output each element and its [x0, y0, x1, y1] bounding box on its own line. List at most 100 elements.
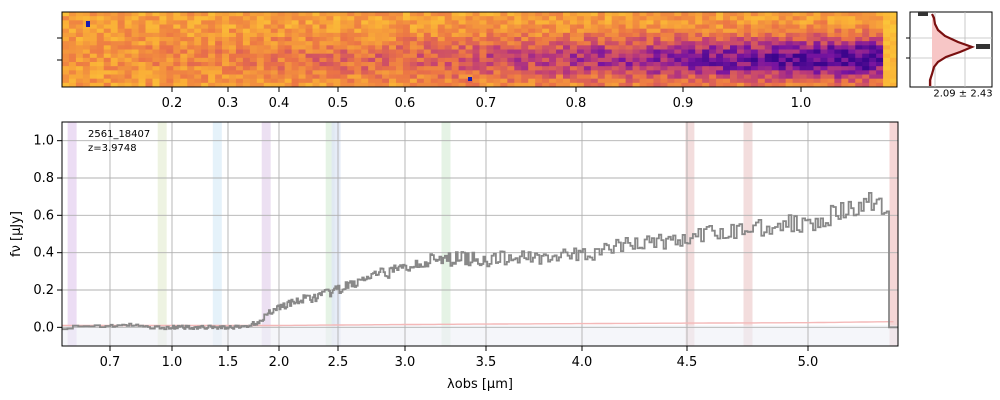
heatmap-cell [423, 57, 432, 63]
heatmap-cell [848, 24, 856, 30]
heatmap-cell [270, 57, 279, 63]
heatmap-cell [319, 62, 327, 67]
heatmap-cell [291, 82, 299, 88]
heatmap-cell [514, 24, 522, 30]
heatmap-cell [145, 24, 153, 30]
heatmap-cell [778, 16, 787, 21]
heatmap-cell [862, 66, 870, 71]
heatmap-cell [681, 53, 689, 59]
heatmap-cell [709, 45, 717, 50]
heatmap-cell [597, 12, 606, 17]
heatmap-cell [235, 37, 244, 42]
heatmap-cell [521, 24, 529, 30]
heatmap-cell [583, 32, 592, 38]
heatmap-cell [416, 66, 425, 71]
heatmap-cell [256, 12, 265, 17]
heatmap-cell [96, 57, 105, 63]
heatmap-cell [62, 57, 70, 63]
heatmap-cell [444, 70, 453, 75]
heatmap-cell [249, 66, 258, 71]
spectrum-1d-frame [61, 121, 899, 347]
heatmap-cell [277, 32, 286, 38]
heatmap-cell [771, 49, 780, 55]
heatmap-cell [291, 45, 299, 50]
heatmap-cell [375, 82, 383, 88]
heatmap-cell [890, 12, 898, 17]
heatmap-cell [646, 57, 654, 63]
heatmap-cell [256, 41, 265, 46]
heatmap-cell [597, 41, 606, 46]
heatmap-cell [389, 78, 397, 84]
heatmap-cell [166, 24, 174, 30]
heatmap-cell [799, 24, 807, 30]
heatmap-cell [785, 12, 794, 17]
heatmap-cell [402, 70, 411, 75]
heatmap-cell [361, 16, 369, 21]
heatmap-cell [263, 12, 272, 17]
heatmap-cell [96, 53, 105, 59]
heatmap-cell [291, 16, 299, 21]
heatmap-cell [646, 66, 654, 71]
heatmap-cell [222, 37, 230, 42]
heatmap-cell [688, 20, 696, 25]
heatmap-cell [361, 45, 369, 50]
heatmap-cell [639, 78, 647, 84]
heatmap-cell [256, 82, 265, 88]
heatmap-cell [604, 32, 613, 38]
heatmap-cell [361, 78, 369, 84]
heatmap-cell [528, 49, 536, 55]
heatmap-cell [716, 74, 724, 80]
heatmap-cell [89, 49, 98, 55]
heatmap-cell [451, 16, 460, 21]
heatmap-cell [827, 16, 835, 21]
heatmap-cell [173, 32, 181, 38]
heatmap-cell [542, 12, 550, 17]
heatmap-cell [785, 53, 794, 59]
heatmap-cell [862, 45, 870, 50]
heatmap-cell [820, 74, 828, 80]
heatmap-cell [347, 62, 355, 67]
heatmap-cell [890, 16, 898, 21]
heatmap-cell [319, 57, 327, 63]
heatmap-cell [681, 78, 689, 84]
heatmap-cell [458, 53, 466, 59]
heatmap-cell [639, 49, 647, 55]
heatmap-cell [528, 62, 536, 67]
heatmap-cell [848, 49, 856, 55]
heatmap-cell [284, 53, 293, 59]
heatmap-cell [180, 82, 188, 88]
heatmap-cell [298, 45, 306, 50]
heatmap-cell [249, 45, 258, 50]
heatmap-cell [389, 16, 397, 21]
heatmap-cell [270, 62, 279, 67]
heatmap-cell [396, 32, 404, 38]
heatmap-cell [145, 41, 153, 46]
heatmap-cell [646, 16, 654, 21]
heatmap-cell [569, 28, 578, 34]
heatmap-cell [416, 78, 425, 84]
heatmap-cell [660, 53, 668, 59]
heatmap-cell [743, 28, 752, 34]
heatmap-cell [820, 24, 828, 30]
heatmap-cell [486, 16, 494, 21]
heatmap-cell [855, 16, 863, 21]
heatmap-cell [841, 66, 849, 71]
heatmap-cell [799, 20, 807, 25]
heatmap-cell [263, 49, 272, 55]
heatmap-cell [632, 62, 640, 67]
heatmap-cell [597, 37, 606, 42]
heatmap-cell [771, 28, 780, 34]
heatmap-cell [869, 12, 877, 17]
heatmap-cell [382, 28, 390, 34]
heatmap-cell [89, 28, 98, 34]
heatmap-cell [799, 82, 807, 88]
heatmap-cell [451, 66, 460, 71]
heatmap-cell [382, 78, 390, 84]
heatmap-cell [890, 37, 898, 42]
heatmap-cell [535, 24, 543, 30]
heatmap-cell [430, 28, 439, 34]
heatmap-cell [82, 62, 91, 67]
x-tick-label: 1.5 [218, 355, 239, 370]
heatmap-cell [716, 45, 724, 50]
heatmap-cell [883, 62, 891, 67]
